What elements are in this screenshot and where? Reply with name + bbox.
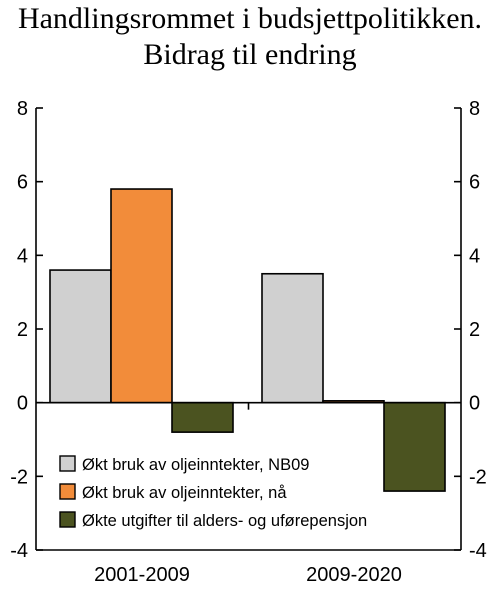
y-tick-label-left: -2 [10, 466, 28, 488]
y-tick-label-left: 0 [17, 393, 28, 415]
legend-label-0: Økt bruk av oljeinntekter, NB09 [82, 456, 309, 474]
bar-series-2-cat-0 [171, 401, 234, 433]
y-tick-label-left: 4 [17, 245, 28, 267]
y-tick-label-right: 6 [469, 172, 480, 194]
y-tick-label-right: 0 [469, 393, 480, 415]
chart-title-line-2: Bidrag til endring [143, 38, 357, 71]
y-tick-label-right: -4 [469, 540, 487, 562]
category-label: 2001-2009 [94, 564, 190, 586]
bar-series-2-cat-1 [383, 401, 446, 492]
category-label: 2009-2020 [306, 564, 402, 586]
y-tick-label-left: 2 [17, 319, 28, 341]
y-tick-label-right: 8 [469, 98, 480, 120]
legend-swatch-1 [59, 483, 76, 500]
legend-label-2: Økte utgifter til alders- og uførepensjo… [82, 512, 367, 530]
legend-label-1: Økt bruk av oljeinntekter, nå [82, 484, 287, 502]
y-tick-label-right: 4 [469, 245, 480, 267]
y-tick-label-right: -2 [469, 466, 487, 488]
chart-title-line-1: Handlingsrommet i budsjettpolitikken. [17, 2, 483, 35]
legend-swatch-0 [59, 455, 76, 472]
legend-swatch-2 [59, 511, 76, 528]
y-tick-label-left: 6 [17, 172, 28, 194]
y-tick-label-right: 2 [469, 319, 480, 341]
bar-series-0-cat-0 [49, 269, 112, 404]
bar-series-0-cat-1 [261, 272, 324, 404]
bar-series-1-cat-0 [110, 188, 173, 404]
y-tick-label-left: 8 [17, 98, 28, 120]
y-tick-label-left: -4 [10, 540, 28, 562]
